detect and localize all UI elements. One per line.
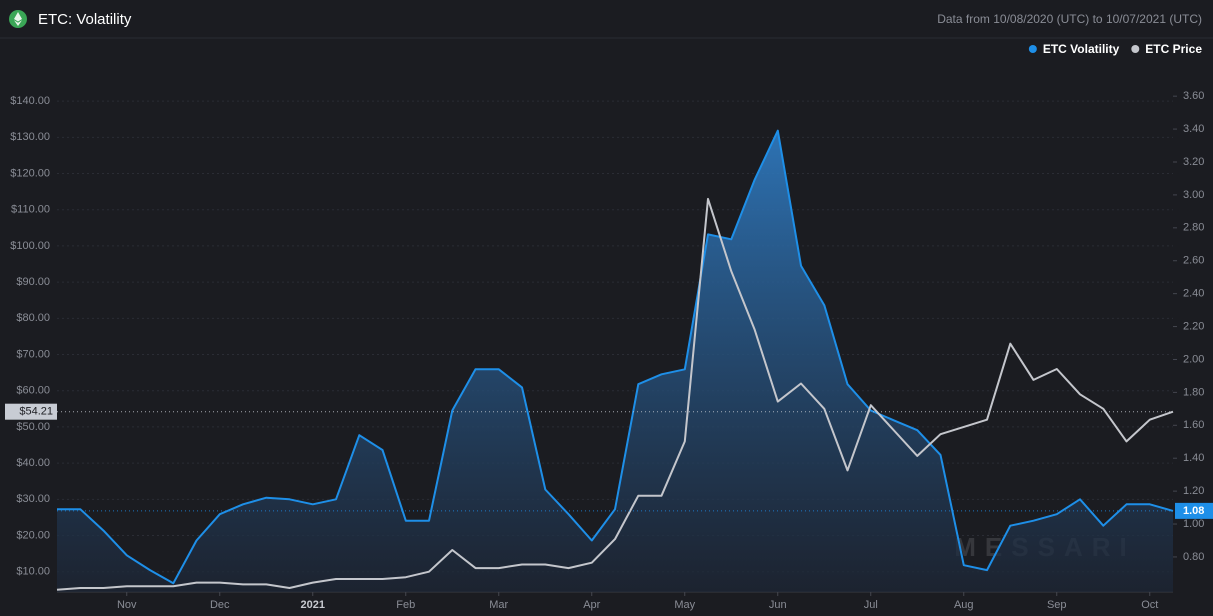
y-tick-label: $10.00 (16, 566, 50, 578)
x-tick-label: Sep (1047, 599, 1067, 611)
x-tick-label: Mar (489, 599, 508, 611)
y-tick-label: $70.00 (16, 348, 50, 360)
x-tick-label: Dec (210, 599, 230, 611)
y-tick-label: $30.00 (16, 493, 50, 505)
y2-tick-label: 2.80 (1183, 222, 1204, 234)
y2-tick-label: 0.80 (1183, 551, 1204, 563)
line (56, 197, 1174, 591)
x-tick-label: 2021 (301, 599, 325, 611)
y2-tick-label: 1.60 (1183, 419, 1204, 431)
line (57, 129, 1174, 585)
x-tick-label: Oct (1141, 599, 1158, 611)
y2-tick-label: 1.80 (1183, 386, 1204, 398)
y2-tick-label: 3.60 (1183, 90, 1204, 102)
current-value-label: 1.08 (1183, 505, 1204, 517)
y2-tick-label: 1.00 (1183, 518, 1204, 530)
x-tick-label: Nov (117, 599, 137, 611)
y-tick-label: $140.00 (10, 95, 50, 107)
chart-title: ETC: Volatility (38, 11, 132, 28)
x-tick-label: Feb (396, 599, 415, 611)
current-value-label: $54.21 (19, 406, 53, 418)
legend-marker (1028, 45, 1037, 53)
y2-tick-label: 2.20 (1183, 320, 1204, 332)
y-tick-label: $100.00 (10, 240, 50, 252)
y-tick-label: $90.00 (16, 276, 50, 288)
legend-marker (1131, 45, 1140, 53)
y-tick-label: $40.00 (16, 457, 50, 469)
current-value-badge (1175, 502, 1213, 519)
y-tick-label: $80.00 (16, 312, 50, 324)
y-tick-label: $110.00 (11, 204, 50, 216)
x-tick-label: Jun (769, 599, 787, 611)
y2-tick-label: 1.40 (1183, 452, 1204, 464)
y-tick-label: $20.00 (16, 529, 50, 541)
y2-tick-label: 3.20 (1183, 156, 1204, 168)
x-tick-label: Aug (954, 599, 974, 611)
x-tick-label: May (674, 599, 695, 611)
y2-tick-label: 2.00 (1183, 353, 1204, 365)
y2-tick-label: 1.20 (1183, 485, 1204, 497)
y-tick-label: $50.00 (16, 421, 50, 433)
y-tick-label: $60.00 (16, 385, 50, 397)
legend-label: ETC Price (1145, 42, 1202, 56)
current-value-badge (5, 403, 57, 420)
x-tick-label: Apr (583, 599, 600, 611)
x-tick-label: Jul (864, 599, 878, 611)
y2-tick-label: 3.40 (1183, 123, 1204, 135)
chart-subtitle: Data from 10/08/2020 (UTC) to 10/07/2021… (937, 12, 1202, 26)
logo-glyph (14, 12, 22, 26)
y-tick-label: $120.00 (10, 167, 50, 179)
y-tick-label: $130.00 (10, 131, 50, 143)
y2-tick-label: 2.60 (1183, 255, 1204, 267)
y2-tick-label: 3.00 (1183, 189, 1204, 201)
area (57, 130, 1173, 592)
y2-tick-label: 2.40 (1183, 288, 1204, 300)
legend-label: ETC Volatility (1043, 42, 1120, 56)
